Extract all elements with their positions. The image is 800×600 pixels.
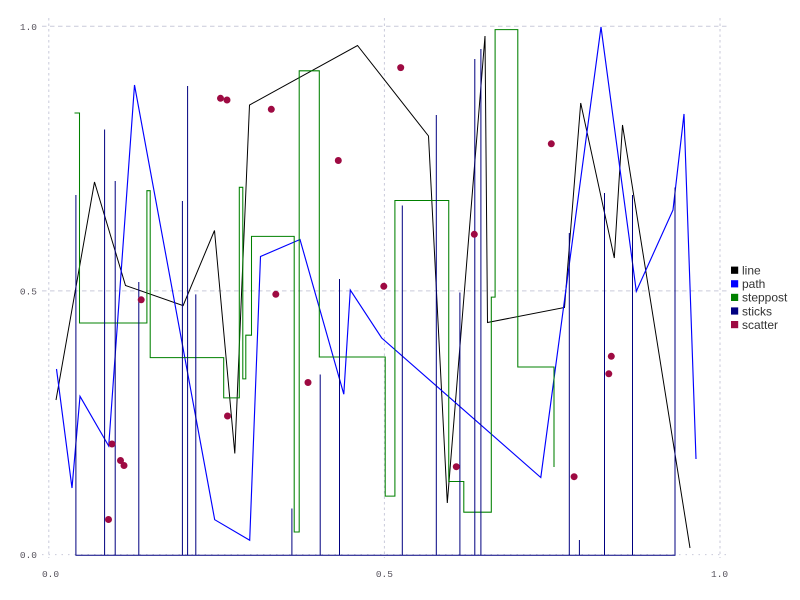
svg-text:scatter: scatter [742,318,778,332]
svg-text:steppost: steppost [742,291,788,305]
svg-text:1.0: 1.0 [711,569,728,580]
svg-text:1.0: 1.0 [20,22,37,33]
svg-text:0.5: 0.5 [20,286,37,297]
svg-text:path: path [742,277,765,291]
svg-text:0.0: 0.0 [20,550,37,561]
svg-text:0.0: 0.0 [42,569,59,580]
svg-text:line: line [742,264,761,278]
svg-text:0.5: 0.5 [376,569,393,580]
svg-text:sticks: sticks [742,304,772,318]
